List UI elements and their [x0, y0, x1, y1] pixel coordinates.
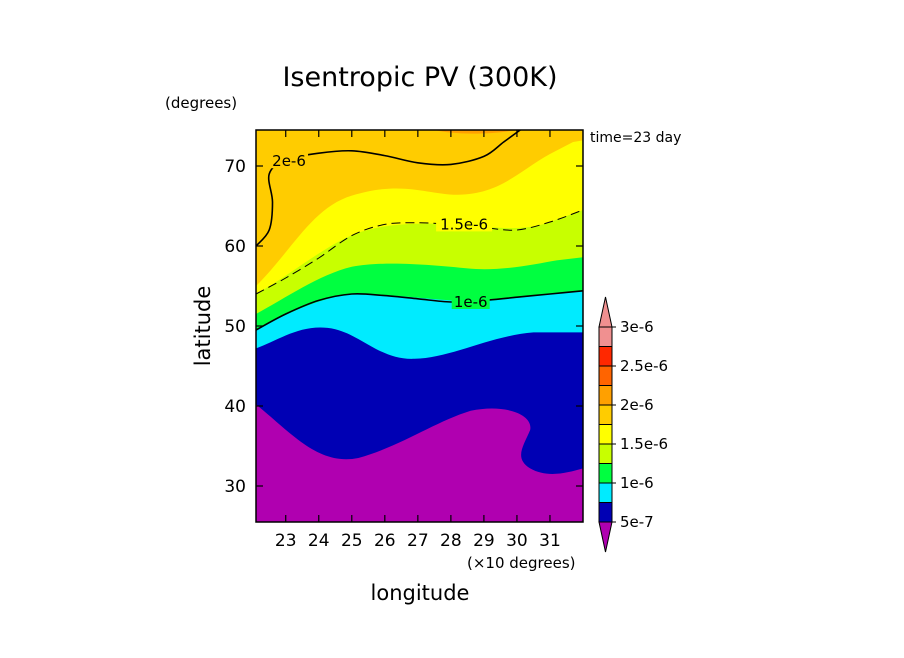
colorbar-segment [598, 502, 613, 523]
contour-label-2e-6: 2e-6 [272, 152, 306, 170]
band-purple-5e-7 [256, 404, 583, 522]
colorbar-segment [598, 424, 613, 445]
contour-line-1e-6 [256, 290, 583, 331]
x-tick-label: 30 [506, 531, 528, 551]
x-unit-label: (×10 degrees) [467, 554, 576, 572]
colorbar-label: 2.5e-6 [620, 357, 668, 375]
colorbar-segment [598, 385, 613, 406]
colorbar-segment [598, 463, 613, 484]
band-dark-orange [434, 130, 517, 134]
contour-line-layer [256, 130, 583, 331]
colorbar-segment [598, 482, 613, 503]
x-tick-label: 24 [308, 531, 330, 551]
colorbar-label: 2e-6 [620, 396, 654, 414]
colorbar-segment [598, 346, 613, 367]
x-tick-label: 23 [275, 531, 297, 551]
contour-line-2e-6 [256, 130, 521, 247]
colorbar-segment [598, 404, 613, 425]
colorbar-label: 5e-7 [620, 513, 654, 531]
x-axis-title: longitude [371, 581, 470, 605]
chart-title: Isentropic PV (300K) [282, 62, 557, 93]
x-axis: 23 24 25 26 27 28 29 30 31 [275, 130, 561, 551]
y-tick-label: 30 [224, 477, 246, 497]
colorbar-segment [598, 296, 613, 328]
contour-label-bg [270, 152, 309, 169]
contour-fill-layer [256, 130, 583, 522]
contour-label-layer: 1e-6 1.5e-6 2e-6 [270, 152, 493, 311]
colorbar-label: 3e-6 [620, 318, 654, 336]
y-axis: 30 40 50 60 70 [224, 157, 583, 497]
x-tick-label: 29 [473, 531, 495, 551]
colorbar-label: 1e-6 [620, 474, 654, 492]
colorbar-segment [598, 365, 613, 386]
x-tick-label: 25 [341, 531, 363, 551]
contour-label-bg [451, 293, 490, 309]
y-tick-label: 40 [224, 397, 246, 417]
colorbar: 5e-7 1e-6 1.5e-6 2e-6 2.5e-6 3e-6 [598, 296, 668, 553]
y-tick-label: 60 [224, 237, 246, 257]
contour-label-1.5e-6: 1.5e-6 [440, 215, 488, 233]
x-tick-label: 31 [539, 531, 561, 551]
x-tick-label: 27 [407, 531, 429, 551]
contour-label-bg [436, 215, 493, 232]
contour-line-1.5e-6 [256, 209, 583, 295]
contour-label-1e-6: 1e-6 [454, 293, 488, 311]
colorbar-label: 1.5e-6 [620, 435, 668, 453]
x-tick-label: 28 [440, 531, 462, 551]
time-annotation: time=23 day [590, 130, 681, 146]
colorbar-segment [598, 443, 613, 464]
y-unit-label: (degrees) [165, 94, 237, 112]
colorbar-segment [598, 326, 613, 347]
colorbar-segment [598, 521, 613, 553]
y-tick-label: 70 [224, 157, 246, 177]
y-tick-label: 50 [224, 317, 246, 337]
y-axis-title: latitude [191, 286, 215, 367]
x-tick-label: 26 [374, 531, 396, 551]
